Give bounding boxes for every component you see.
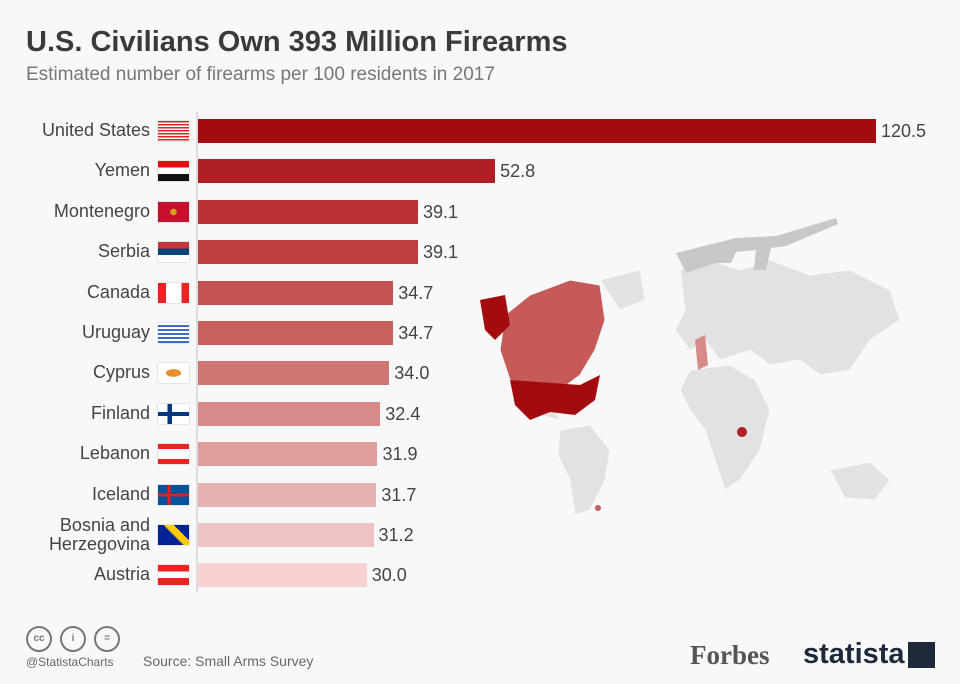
category-label: Serbia [97,241,150,262]
value-label: 31.2 [378,525,414,545]
flag-icon [158,201,189,222]
bar [198,159,496,184]
category-label: Uruguay [81,322,150,342]
flag-icon [158,161,189,182]
bar [198,119,876,143]
statista-logo: statista [803,638,905,670]
flag-icon [158,444,189,465]
source: Source: Small Arms Survey [143,653,314,669]
rifle-icon [676,218,838,273]
cc-icon: cc [26,626,52,652]
value-label: 31.7 [381,484,417,505]
value-label: 52.8 [500,161,536,182]
bar [198,563,367,588]
map-alaska [480,295,510,340]
flag-icon [158,363,189,384]
map-usa [510,375,600,420]
category-label: Bosnia and Herzegovina [48,515,150,554]
category-label: Canada [86,281,150,302]
category-label: Austria [93,564,150,585]
y-axis-line [196,112,198,592]
flag-icon [158,484,189,505]
bar [198,280,394,305]
value-label: 34.0 [394,363,430,384]
nd-icon: = [94,626,120,652]
flag-icon [158,403,189,424]
flag-icon [158,565,189,586]
category-label: Lebanon [79,443,150,464]
statista-logo-mark [908,642,935,668]
handle: @StatistaCharts [26,655,114,669]
bar [198,321,394,345]
by-icon: i [60,626,86,652]
forbes-logo: Forbes [690,640,770,670]
flag-icon [158,121,189,141]
flag-icon [158,323,189,343]
bar [198,523,374,547]
bar [198,482,377,507]
category-label: Finland [90,402,150,423]
world-map [480,259,901,516]
category-label: Montenegro [53,200,150,221]
value-label: 120.5 [881,121,927,141]
chart-subtitle: Estimated number of firearms per 100 res… [26,64,495,85]
map-yemen [737,427,747,437]
flag-icon [158,525,189,545]
bar [198,199,418,224]
bar [198,401,381,426]
value-label: 39.1 [422,201,459,222]
flag-icon [158,282,189,303]
value-label: 30.0 [371,565,407,586]
chart-title: U.S. Civilians Own 393 Million Firearms [26,26,568,58]
category-label: Cyprus [92,362,150,383]
category-label: Iceland [91,483,150,504]
category-label: Yemen [94,160,150,181]
category-label: United States [41,120,150,140]
map-finland [695,335,708,370]
map-uruguay [595,505,601,511]
map-canada [499,279,606,391]
flag-icon [158,242,189,263]
value-label: 34.7 [398,282,434,303]
value-label: 31.9 [382,444,418,465]
bar [198,240,418,265]
value-label: 39.1 [422,242,459,263]
bar [198,442,378,467]
value-label: 32.4 [385,403,421,424]
value-label: 34.7 [398,323,434,343]
bar [198,361,390,386]
